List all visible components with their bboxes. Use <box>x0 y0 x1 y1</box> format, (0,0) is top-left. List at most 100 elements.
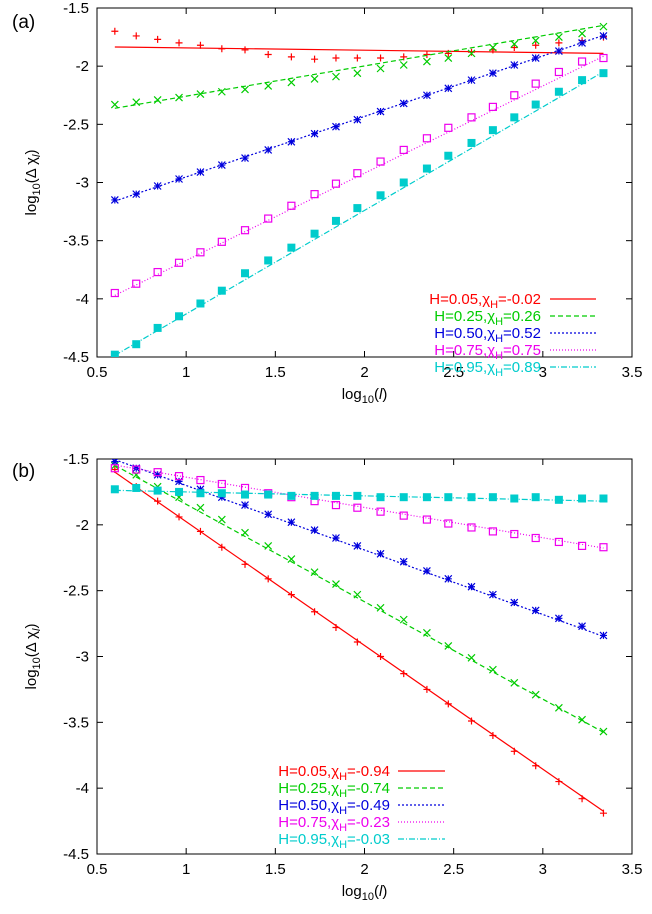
data-point <box>444 54 453 62</box>
data-point <box>554 47 563 55</box>
data-point <box>578 494 587 503</box>
data-point <box>353 54 361 62</box>
data-point <box>488 493 497 502</box>
data-point <box>376 191 385 200</box>
data-point <box>510 494 519 503</box>
data-point <box>510 91 519 100</box>
data-point <box>310 568 319 577</box>
data-point <box>488 102 497 111</box>
data-point <box>599 494 608 503</box>
data-point <box>510 747 518 755</box>
x-tick-label: 0.5 <box>87 364 108 381</box>
series-h0-75 <box>110 464 608 552</box>
data-point <box>578 29 586 38</box>
data-point <box>578 622 586 631</box>
data-point <box>217 479 226 489</box>
y-tick-label: -3 <box>76 649 89 666</box>
legend-label: H=0.50,χH=-0.49 <box>278 797 390 817</box>
legend-label: H=0.50,χH=0.52 <box>434 325 541 345</box>
data-point <box>287 518 296 527</box>
data-point <box>422 134 432 143</box>
data-point <box>331 216 340 225</box>
data-point <box>153 267 162 277</box>
data-point <box>264 541 273 550</box>
data-point <box>111 27 119 35</box>
data-point <box>531 79 540 88</box>
x-axis-label: log10(l) <box>342 386 388 406</box>
data-point <box>399 557 408 566</box>
data-point <box>196 475 205 485</box>
data-point <box>175 487 184 496</box>
data-point <box>531 100 540 109</box>
data-point <box>110 464 119 473</box>
x-tick-label: 2.5 <box>443 861 464 878</box>
data-point <box>353 491 362 500</box>
y-tick-label: -3.5 <box>63 233 89 250</box>
data-point <box>510 529 519 539</box>
data-point <box>132 483 141 492</box>
x-tick-label: 1 <box>182 861 190 878</box>
data-point <box>287 555 296 563</box>
data-point <box>110 350 119 357</box>
data-point <box>110 288 119 298</box>
data-point <box>264 575 272 583</box>
data-point <box>531 606 540 615</box>
data-point <box>332 534 340 542</box>
data-point <box>332 624 340 632</box>
y-tick-label: -4 <box>76 291 89 308</box>
data-point <box>264 256 273 265</box>
data-point <box>577 57 587 66</box>
data-point <box>264 510 273 519</box>
data-point <box>444 123 453 132</box>
data-point <box>510 61 519 69</box>
data-point <box>444 84 453 93</box>
panel-label: (a) <box>12 12 35 33</box>
data-point <box>444 49 452 57</box>
data-point <box>377 54 385 62</box>
data-point <box>376 603 385 612</box>
data-point <box>422 628 431 637</box>
y-axis-label: log10(Δ χl) <box>23 150 43 216</box>
data-point <box>311 55 319 63</box>
data-point <box>311 608 319 616</box>
data-point <box>578 715 586 724</box>
data-point <box>422 91 431 100</box>
data-point <box>399 145 408 155</box>
data-point <box>488 126 497 135</box>
data-point <box>599 31 608 40</box>
x-tick-label: 3.5 <box>622 364 643 381</box>
data-point <box>510 678 519 687</box>
data-point <box>422 57 431 66</box>
x-tick-label: 3.5 <box>622 861 643 878</box>
x-tick-label: 1 <box>182 364 190 381</box>
data-point <box>264 214 273 223</box>
data-point <box>510 44 518 52</box>
x-axis-label: log10(l) <box>342 883 388 903</box>
series-h0-25 <box>110 461 608 736</box>
data-point <box>376 64 385 73</box>
data-point <box>218 45 226 53</box>
data-point <box>531 493 540 502</box>
fit-line <box>114 464 604 549</box>
data-point <box>353 638 361 646</box>
x-tick-label: 0.5 <box>87 861 108 878</box>
plot-frame <box>96 7 633 358</box>
x-tick-label: 3 <box>539 861 547 878</box>
data-point <box>353 541 362 550</box>
y-tick-label: -1.5 <box>63 451 89 468</box>
data-point <box>153 323 162 332</box>
data-point <box>488 527 497 536</box>
series-h0-95 <box>110 483 608 504</box>
data-point <box>287 591 295 599</box>
data-point <box>196 41 204 49</box>
data-point <box>599 631 608 640</box>
data-point <box>132 340 141 349</box>
data-point <box>400 670 408 678</box>
data-point <box>110 196 119 204</box>
data-point <box>154 35 162 43</box>
data-point <box>353 69 362 78</box>
data-point <box>376 157 385 166</box>
x-tick-label: 1.5 <box>265 364 286 381</box>
plot-area <box>110 459 608 817</box>
data-point <box>422 164 431 173</box>
